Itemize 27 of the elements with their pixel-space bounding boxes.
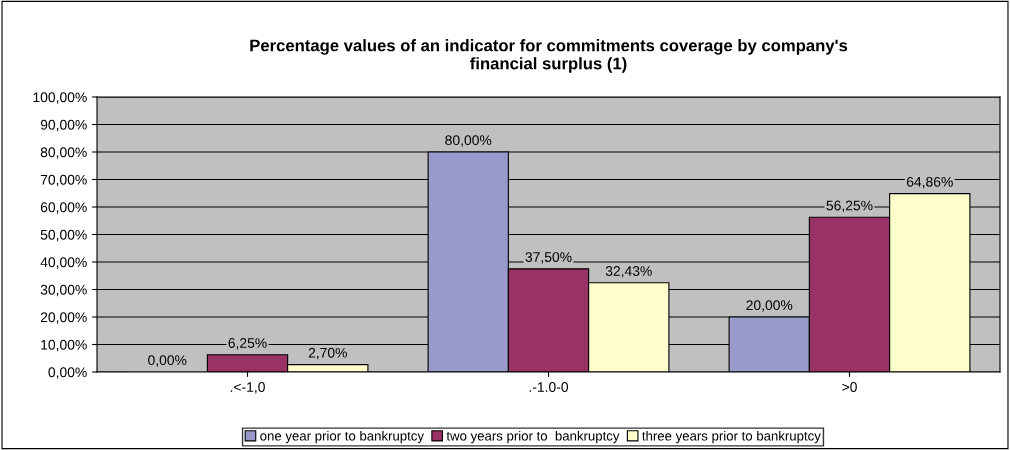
legend-label: three years prior to bankruptcy	[642, 430, 821, 444]
data-label: 2,70%	[308, 347, 347, 360]
y-tick-label: 100,00%	[33, 92, 87, 104]
legend-label: two years prior to bankruptcy	[446, 430, 620, 444]
data-label: 20,00%	[746, 300, 793, 312]
data-label: 37,50%	[525, 252, 572, 264]
y-tick-label: 30,00%	[40, 284, 87, 297]
x-tick-label: >0	[842, 382, 857, 392]
data-label: 64,86%	[906, 176, 953, 189]
y-tick-label: 10,00%	[41, 339, 87, 352]
x-tick-label: .<-1,0	[230, 382, 265, 394]
chart-title: Percentage values of an indicator for commitments coverage by company's financial surplus (1)	[250, 39, 848, 73]
x-tick-label: .-1.0-0	[529, 382, 569, 392]
y-tick-label: 90,00%	[40, 119, 87, 132]
y-tick-label: 50,00%	[40, 229, 87, 242]
y-tick-label: 0,00%	[48, 367, 87, 379]
data-label: 32,43%	[605, 266, 652, 278]
y-tick-label: 60,00%	[40, 202, 87, 214]
data-label: 0,00%	[148, 355, 187, 367]
y-tick-label: 20,00%	[40, 312, 87, 324]
data-label: 56,25%	[826, 200, 873, 213]
data-label: 80,00%	[445, 135, 492, 147]
data-label: 6,25%	[228, 338, 267, 350]
y-tick-label: 80,00%	[40, 147, 87, 159]
y-tick-label: 40,00%	[40, 257, 87, 269]
legend-label: one year prior to bankruptcy	[260, 430, 424, 444]
y-tick-label: 70,00%	[40, 174, 87, 187]
